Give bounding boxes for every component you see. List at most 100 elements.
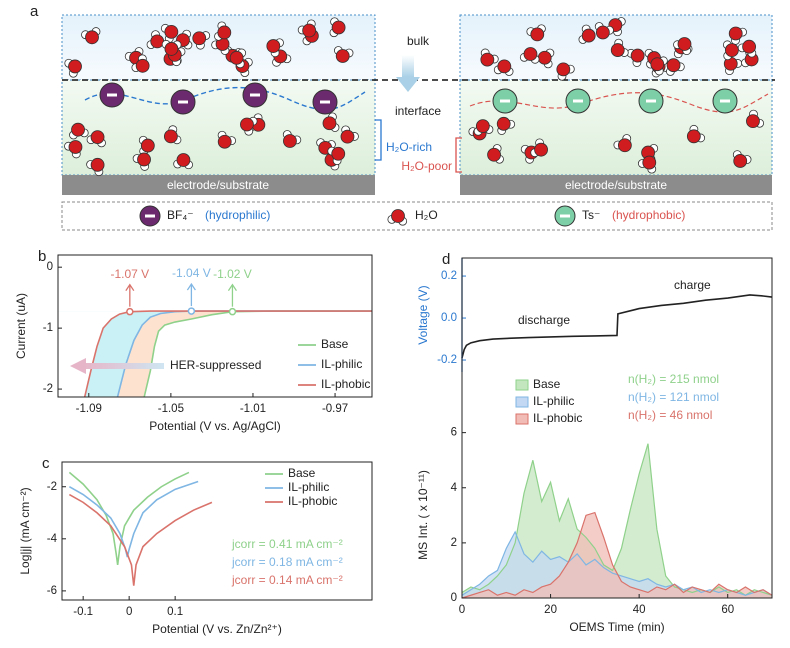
jcorr-label: jcorr = 0.18 mA cm⁻² xyxy=(231,555,343,569)
jcorr-label: jcorr = 0.14 mA cm⁻² xyxy=(231,573,343,587)
oxygen xyxy=(556,62,571,77)
oxygen xyxy=(595,25,610,40)
area-fill xyxy=(462,512,772,598)
x-tick-label: 40 xyxy=(633,604,646,616)
onset-label: -1.07 V xyxy=(110,267,149,281)
jcorr-label: jcorr = 0.41 mA cm⁻² xyxy=(231,537,343,551)
amount-label: n(H₂) = 46 nmol xyxy=(628,408,712,422)
legend-swatch xyxy=(515,413,529,425)
onset-marker xyxy=(126,307,134,316)
ion-dash xyxy=(107,93,117,97)
amount-label: n(H₂) = 121 nmol xyxy=(628,390,719,404)
y-axis-label: Current (uA) xyxy=(14,293,28,359)
legend-symbol: BF₄⁻ xyxy=(167,208,194,222)
panel-label: a xyxy=(30,3,39,20)
x-tick-label: -1.05 xyxy=(158,403,184,415)
oxygen xyxy=(617,138,632,153)
oxygen xyxy=(610,43,625,57)
oxygen xyxy=(71,122,85,137)
oxygen xyxy=(90,157,105,172)
oxygen xyxy=(496,116,511,131)
her-arrowhead xyxy=(70,358,86,374)
x-tick-label: 0.1 xyxy=(167,606,183,618)
oxygen xyxy=(217,25,232,40)
electrode-label: electrode/substrate xyxy=(167,178,269,192)
x-tick-label: -0.1 xyxy=(73,606,93,618)
oxygen xyxy=(733,154,748,168)
series-line xyxy=(461,530,773,596)
legend-label: Base xyxy=(533,377,561,391)
legend-note: (hydrophilic) xyxy=(205,208,270,222)
oxygen xyxy=(581,28,596,43)
y-tick-label: -2 xyxy=(47,481,57,493)
y-tick-label: 0 xyxy=(47,261,53,273)
electrode xyxy=(62,175,375,195)
electrode-label: electrode/substrate xyxy=(565,178,667,192)
x-axis-label: Potential (V vs. Zn/Zn²⁺) xyxy=(152,622,282,636)
legend-label: IL-philic xyxy=(288,480,329,494)
oxygen xyxy=(176,153,191,167)
annotation: HER-suppressed xyxy=(170,358,261,372)
y-axis-label: Voltage (V) xyxy=(416,285,430,344)
oxygen xyxy=(283,134,297,148)
series-line xyxy=(68,493,213,586)
y-tick-label: 0 xyxy=(451,592,457,604)
oxygen xyxy=(677,37,692,51)
legend-symbol: Ts⁻ xyxy=(582,208,600,222)
oxygen xyxy=(497,59,512,74)
series-line xyxy=(461,511,773,599)
onset-arrowhead xyxy=(227,283,237,292)
icon-dash xyxy=(560,214,570,218)
oxygen xyxy=(335,49,350,63)
y-axis-label: MS Int. ( x 10⁻¹¹) xyxy=(416,470,430,560)
icon-dash xyxy=(145,214,155,218)
y-tick-label: 2 xyxy=(451,537,457,549)
oxygen xyxy=(164,24,179,39)
y-axis-label: Log|j| (mA cm⁻²) xyxy=(18,487,32,574)
oxygen xyxy=(331,146,346,161)
area-fill xyxy=(462,531,772,598)
area-fill xyxy=(58,311,372,397)
oxygen xyxy=(475,119,490,134)
onset-arrowhead xyxy=(186,282,196,291)
oxygen xyxy=(391,209,405,223)
oxygen xyxy=(266,39,281,53)
x-axis-label: Potential (V vs. Ag/AgCl) xyxy=(149,419,280,433)
series-line xyxy=(83,310,372,398)
oxygen xyxy=(537,50,552,65)
oxygen xyxy=(530,27,545,42)
ion-dash xyxy=(178,100,188,104)
y-tick-label: 0.0 xyxy=(441,312,457,324)
bracket xyxy=(455,137,462,173)
legend-box xyxy=(61,201,773,231)
panel-a: a bulk interface H₂O-rich H₂O-poor elect… xyxy=(30,3,775,231)
series-line xyxy=(68,480,199,558)
legend-swatch xyxy=(515,379,529,391)
oxygen xyxy=(90,130,105,145)
x-tick-label: 60 xyxy=(721,604,734,616)
oxygen xyxy=(523,47,538,61)
oxygen xyxy=(68,140,83,154)
annotation: charge xyxy=(674,278,711,292)
plot-frame xyxy=(61,461,373,601)
oxygen xyxy=(630,48,645,63)
electrode xyxy=(460,175,772,195)
oxygen xyxy=(302,23,317,38)
oxygen xyxy=(135,58,150,73)
bracket xyxy=(375,119,382,161)
charts: b -1.09 -1.05 -1.01 -0.97 0 -1 -2 Potential (V v… xyxy=(14,248,773,636)
oxygen xyxy=(480,52,495,67)
oxygen xyxy=(85,30,99,45)
y-tick-label: -0.2 xyxy=(437,354,457,366)
onset-label: -1.02 V xyxy=(213,267,252,281)
x-tick-label: 20 xyxy=(544,604,557,616)
y-tick-label: -6 xyxy=(47,585,57,597)
oxygen xyxy=(642,155,657,170)
ion-dash xyxy=(320,100,330,104)
panel-label: c xyxy=(42,455,50,472)
panel-label: b xyxy=(38,248,46,265)
onset-arrowhead xyxy=(125,283,135,292)
oxygen xyxy=(192,31,207,46)
legend-symbol: H₂O xyxy=(415,208,438,222)
